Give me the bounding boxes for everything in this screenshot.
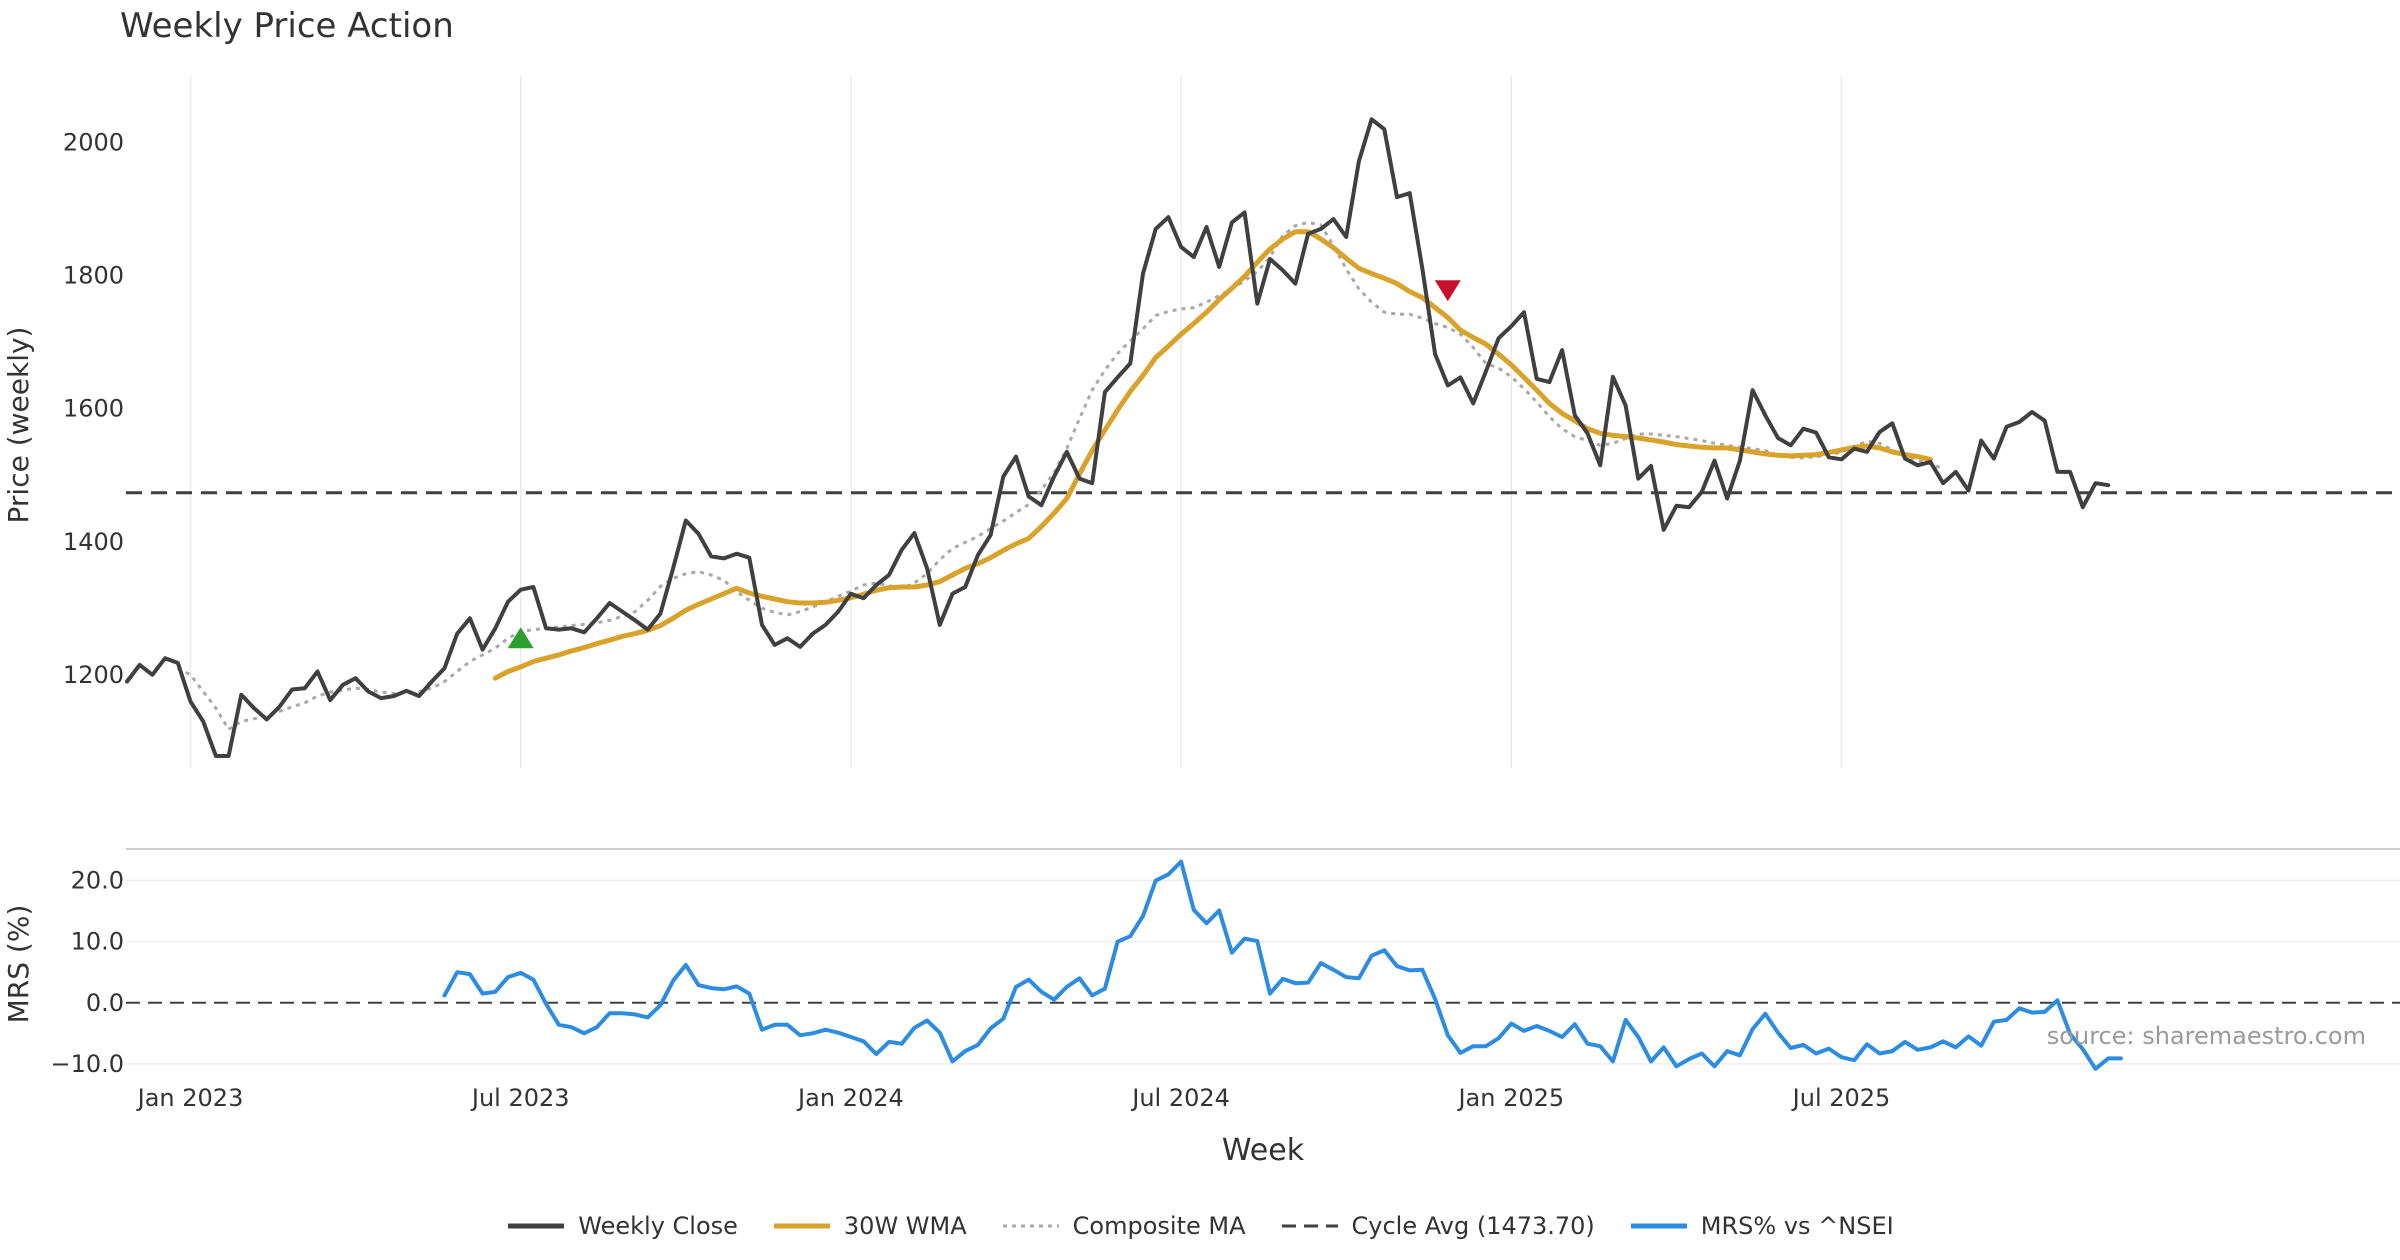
legend-label: MRS% vs ^NSEI (1700, 1212, 1894, 1240)
legend-item: Cycle Avg (1473.70) (1280, 1212, 1595, 1240)
legend-label: Cycle Avg (1473.70) (1351, 1212, 1595, 1240)
series-line-mrs-vs-nsei (442, 859, 2123, 1071)
price-y-tick-label: 1200 (63, 661, 124, 689)
legend-swatch (1002, 1224, 1059, 1228)
x-tick-label: Jan 2024 (796, 1084, 904, 1112)
source-note: source: sharemaestro.com (2047, 1022, 2366, 1050)
legend-label: Weekly Close (578, 1212, 738, 1240)
price-y-tick-label: 1600 (63, 395, 124, 423)
x-tick-label: Jan 2025 (1456, 1084, 1564, 1112)
price-axis-label: Price (weekly) (2, 327, 35, 524)
legend-label: 30W WMA (843, 1212, 967, 1240)
legend-item: MRS% vs ^NSEI (1629, 1212, 1894, 1240)
sell-signal-marker (1434, 280, 1461, 302)
x-tick-label: Jan 2023 (136, 1084, 244, 1112)
chart-title: Weekly Price Action (120, 6, 454, 46)
legend-item: Weekly Close (506, 1212, 738, 1240)
x-tick-label: Jul 2024 (1130, 1084, 1230, 1112)
mrs-y-tick-label: 10.0 (71, 928, 124, 956)
series-layer (125, 117, 2123, 1071)
x-tick-label: Jul 2025 (1791, 1084, 1891, 1112)
legend-swatch (1281, 1224, 1338, 1228)
price-y-tick-label: 2000 (63, 129, 124, 157)
mrs-y-tick-label: 0.0 (86, 989, 124, 1017)
axis-labels: Jan 2023 Jul 2023 Jan 2024 Jul 2024 Jan 2025… (50, 129, 1890, 1112)
mrs-axis-label: MRS (%) (2, 905, 35, 1024)
reference-lines (126, 491, 2400, 1004)
signal-markers (507, 280, 1461, 649)
legend-swatch (1630, 1223, 1687, 1229)
grid-layer (126, 76, 2400, 1065)
series-line-weekly-close (125, 117, 2111, 758)
legend: Weekly Close 30W WMA Composite MA Cycle Avg… (0, 1212, 2400, 1240)
x-axis-label: Week (1222, 1133, 1305, 1168)
price-y-tick-label: 1400 (63, 528, 124, 556)
legend-swatch (508, 1223, 565, 1229)
legend-label: Composite MA (1072, 1212, 1246, 1240)
mrs-y-tick-label: 20.0 (71, 867, 124, 895)
buy-signal-marker (507, 627, 534, 649)
x-tick-label: Jul 2023 (470, 1084, 570, 1112)
legend-swatch (773, 1223, 830, 1229)
legend-item: Composite MA (1001, 1212, 1246, 1240)
legend-item: 30W WMA (772, 1212, 967, 1240)
mrs-y-tick-label: −10.0 (50, 1050, 124, 1078)
price-y-tick-label: 1800 (63, 262, 124, 290)
series-line-composite-ma (177, 220, 1944, 731)
series-line-30w-wma (492, 229, 1933, 681)
